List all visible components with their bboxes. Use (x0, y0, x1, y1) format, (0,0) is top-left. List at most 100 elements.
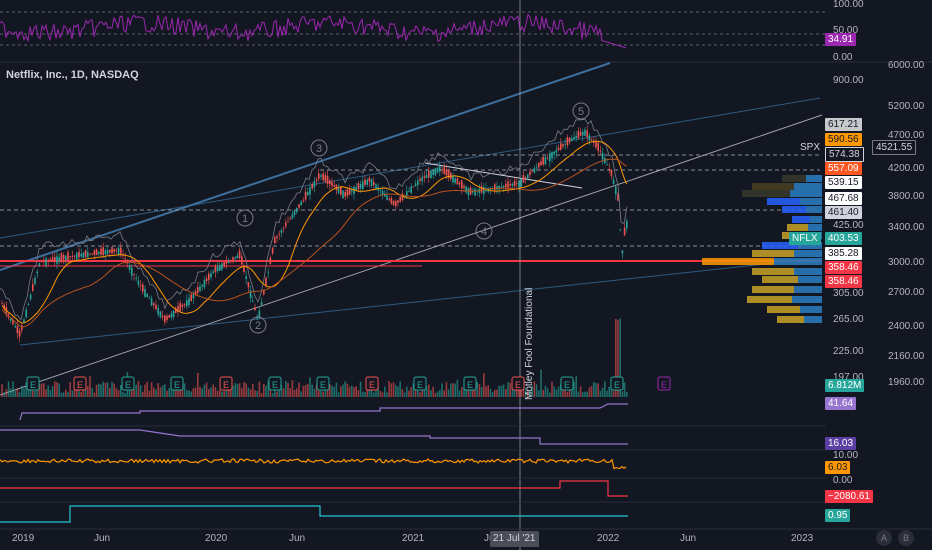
price-label-539: 539.15 (825, 176, 862, 189)
volume-bar (491, 392, 494, 397)
volume-bar (373, 392, 375, 397)
candle-body (221, 263, 223, 270)
drawing-tools[interactable] (0, 0, 823, 550)
candle-body (186, 300, 188, 307)
candle-body (353, 186, 355, 195)
volume-bar (247, 387, 250, 397)
earnings-marker-label: E (369, 380, 375, 390)
candle-body (265, 277, 267, 286)
volume-bar (313, 388, 316, 397)
volume-bar (267, 381, 269, 397)
earnings-marker[interactable] (121, 376, 135, 391)
earnings-marker[interactable] (413, 376, 427, 391)
candle-body (511, 183, 514, 186)
volume-bar (324, 388, 327, 397)
candle-body (544, 156, 547, 165)
volume-profile-bin-up (794, 268, 822, 275)
volume-bar (38, 383, 41, 397)
volume-bar (249, 389, 252, 397)
volume-bar (269, 389, 272, 397)
moving-average-slow (1, 158, 628, 328)
log-scale-button[interactable]: B (898, 530, 914, 546)
earnings-marker[interactable] (219, 376, 233, 391)
volume-bar (256, 391, 258, 397)
auto-scale-button[interactable]: A (876, 530, 892, 546)
time-axis-2019: 2019 (12, 533, 35, 544)
candle-body (445, 169, 448, 176)
volume-bar (619, 318, 621, 397)
candle-body (606, 164, 608, 166)
nflx-symbol-tag[interactable]: NFLX (789, 232, 821, 245)
candle-body (417, 180, 419, 186)
candle-body (236, 255, 239, 259)
price-scale-265: 265.00 (833, 314, 864, 325)
spx-symbol-tag[interactable]: SPX (797, 141, 824, 154)
earnings-marker[interactable] (268, 376, 282, 391)
candle-body (516, 183, 518, 185)
candle-body (364, 179, 366, 185)
candle-body (568, 137, 571, 142)
candle-body (153, 303, 155, 305)
earnings-marker[interactable] (365, 376, 379, 391)
volume-bar (419, 392, 421, 397)
rsi-scale-50: 50.00 (833, 25, 859, 36)
earnings-marker-label: E (320, 380, 326, 390)
candle-body (340, 186, 342, 195)
volume-bar (351, 385, 353, 397)
candle-body (593, 141, 595, 144)
candle-body (335, 184, 338, 191)
earnings-marker[interactable] (511, 376, 525, 391)
earnings-marker[interactable] (73, 376, 87, 391)
volume-bar (436, 391, 439, 397)
earnings-marker[interactable] (657, 376, 671, 391)
volume-bar (331, 385, 333, 397)
volume-profile-bin (787, 224, 808, 231)
candle-body (62, 255, 65, 260)
volume-bar (401, 389, 404, 397)
candle-body (260, 301, 263, 305)
volume-bar (386, 392, 388, 397)
candle-body (522, 175, 525, 183)
candle-body (586, 130, 588, 138)
earnings-marker[interactable] (316, 376, 330, 391)
candle-body (230, 260, 232, 261)
volume-bar (87, 386, 89, 397)
candle-body (122, 255, 124, 257)
volume-bar (344, 381, 346, 397)
candle-body (500, 186, 503, 188)
volume-bar (234, 383, 236, 397)
candle-body (124, 258, 126, 260)
earnings-marker[interactable] (26, 376, 40, 391)
volume-bar (434, 392, 437, 397)
candle-body (452, 175, 454, 183)
earnings-marker[interactable] (560, 376, 574, 391)
candle-body (164, 315, 166, 323)
indicator-panes (0, 403, 932, 530)
volume-bar (133, 388, 135, 397)
volume-bar (432, 386, 434, 397)
volume-bar (100, 384, 102, 397)
volume-bar (291, 380, 294, 397)
candle-body (227, 261, 230, 263)
candle-body (342, 190, 344, 199)
volume-bar (606, 390, 608, 397)
chart-title[interactable]: Netflix, Inc., 1D, NASDAQ (6, 69, 139, 81)
candle-body (49, 259, 52, 261)
volume-bar (335, 382, 338, 397)
earnings-marker[interactable] (610, 376, 624, 391)
volume-bar (395, 385, 397, 397)
candle-body (247, 282, 250, 288)
earnings-marker-label: E (515, 380, 521, 390)
volume-bar (318, 390, 320, 397)
volume-bar (445, 382, 448, 397)
earnings-marker[interactable] (463, 376, 477, 391)
earnings-marker-label: E (272, 380, 278, 390)
volume-bar (520, 387, 522, 397)
volume-bar (509, 382, 511, 397)
candle-body (322, 173, 324, 181)
earnings-marker-label: E (223, 380, 229, 390)
earnings-marker[interactable] (170, 376, 184, 391)
volume-bar (417, 390, 419, 397)
